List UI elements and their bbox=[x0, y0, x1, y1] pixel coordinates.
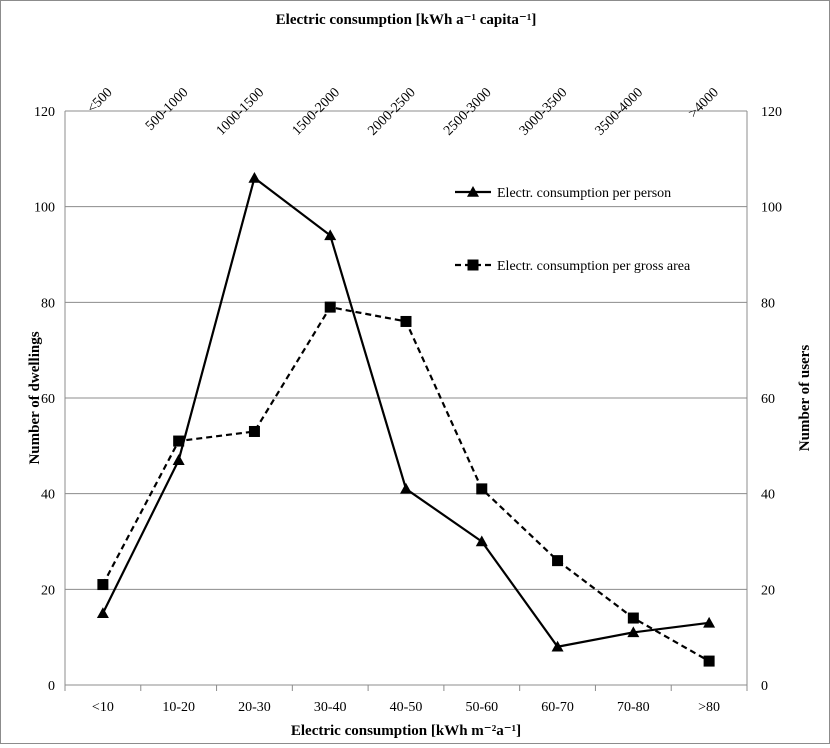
y-left-tick-label: 40 bbox=[41, 488, 55, 503]
x-tick-label: 60-70 bbox=[541, 700, 574, 715]
data-point-square bbox=[703, 655, 715, 667]
data-point-triangle bbox=[627, 626, 640, 638]
x-tick-label: 20-30 bbox=[238, 700, 271, 715]
y-right-tick-label: 120 bbox=[761, 105, 782, 120]
x-tick-label: 10-20 bbox=[162, 700, 195, 715]
data-point-triangle bbox=[248, 171, 261, 183]
axes bbox=[64, 111, 748, 691]
data-point-square bbox=[400, 315, 412, 327]
y-right-tick-label: 40 bbox=[761, 488, 775, 503]
data-point-triangle bbox=[551, 640, 564, 652]
bottom-axis-title: Electric consumption [kWh m⁻²a⁻¹] bbox=[291, 723, 521, 739]
top-tick-label: >4000 bbox=[686, 85, 722, 121]
data-point-triangle bbox=[324, 229, 337, 241]
data-point-square bbox=[324, 301, 336, 313]
data-point-square bbox=[248, 425, 260, 437]
top-tick-label: <500 bbox=[85, 85, 116, 116]
y-left-tick-label: 100 bbox=[34, 201, 55, 216]
top-tick-label: 3000-3500 bbox=[517, 85, 571, 139]
y-left-tick-label: 120 bbox=[34, 105, 55, 120]
top-tick-label: 3500-4000 bbox=[593, 85, 647, 139]
top-tick-label: 500-1000 bbox=[143, 85, 192, 134]
data-point-triangle bbox=[475, 535, 488, 547]
data-point-triangle bbox=[96, 607, 109, 619]
data-point-square bbox=[173, 435, 185, 447]
right-axis-title: Number of users bbox=[797, 345, 813, 452]
top-tick-label: 2000-2500 bbox=[365, 85, 419, 139]
left-axis-title: Number of dwellings bbox=[27, 331, 43, 464]
top-tick-label: 1000-1500 bbox=[214, 85, 268, 139]
x-tick-label: 70-80 bbox=[617, 700, 650, 715]
y-left-tick-label: 60 bbox=[41, 392, 55, 407]
legend-item-per-gross-area: Electr. consumption per gross area bbox=[455, 259, 691, 274]
y-right-tick-label: 0 bbox=[761, 679, 768, 694]
y-right-tick-label: 100 bbox=[761, 201, 782, 216]
legend-marker-triangle bbox=[467, 186, 479, 197]
y-left-tick-label: 0 bbox=[48, 679, 55, 694]
x-tick-label: >80 bbox=[698, 700, 720, 715]
legend-label-per-person: Electr. consumption per person bbox=[497, 186, 671, 201]
data-point-square bbox=[627, 612, 639, 624]
data-point-square bbox=[476, 483, 488, 495]
legend: Electr. consumption per person Electr. c… bbox=[455, 186, 691, 274]
x-tick-label: 40-50 bbox=[390, 700, 423, 715]
x-tick-label: 50-60 bbox=[465, 700, 498, 715]
top-tick-label: 2500-3000 bbox=[441, 85, 495, 139]
top-tick-label: 1500-2000 bbox=[290, 85, 344, 139]
series-layer bbox=[96, 171, 716, 667]
data-point-square bbox=[552, 555, 564, 567]
legend-marker-square bbox=[467, 259, 479, 271]
data-point-triangle bbox=[400, 482, 412, 494]
y-right-tick-label: 60 bbox=[761, 392, 775, 407]
data-point-triangle bbox=[703, 616, 716, 628]
y-left-tick-label: 20 bbox=[41, 583, 55, 598]
data-point-square bbox=[97, 579, 109, 591]
y-right-tick-label: 20 bbox=[761, 583, 775, 598]
gridlines bbox=[65, 110, 747, 590]
series-line-0 bbox=[101, 176, 710, 648]
y-right-tick-label: 80 bbox=[761, 296, 775, 311]
data-point-triangle bbox=[172, 454, 185, 465]
tick-labels: 0 0 20 20 40 40 60 60 80 80 100 100 120 120 <10 10-20 20… bbox=[34, 85, 782, 715]
top-axis-title: Electric consumption [kWh a⁻¹ capita⁻¹] bbox=[276, 12, 537, 28]
x-tick-label: <10 bbox=[92, 700, 114, 715]
legend-item-per-person: Electr. consumption per person bbox=[455, 186, 671, 201]
y-left-tick-label: 80 bbox=[41, 296, 55, 311]
legend-label-per-gross-area: Electr. consumption per gross area bbox=[497, 259, 691, 274]
x-tick-label: 30-40 bbox=[314, 700, 347, 715]
